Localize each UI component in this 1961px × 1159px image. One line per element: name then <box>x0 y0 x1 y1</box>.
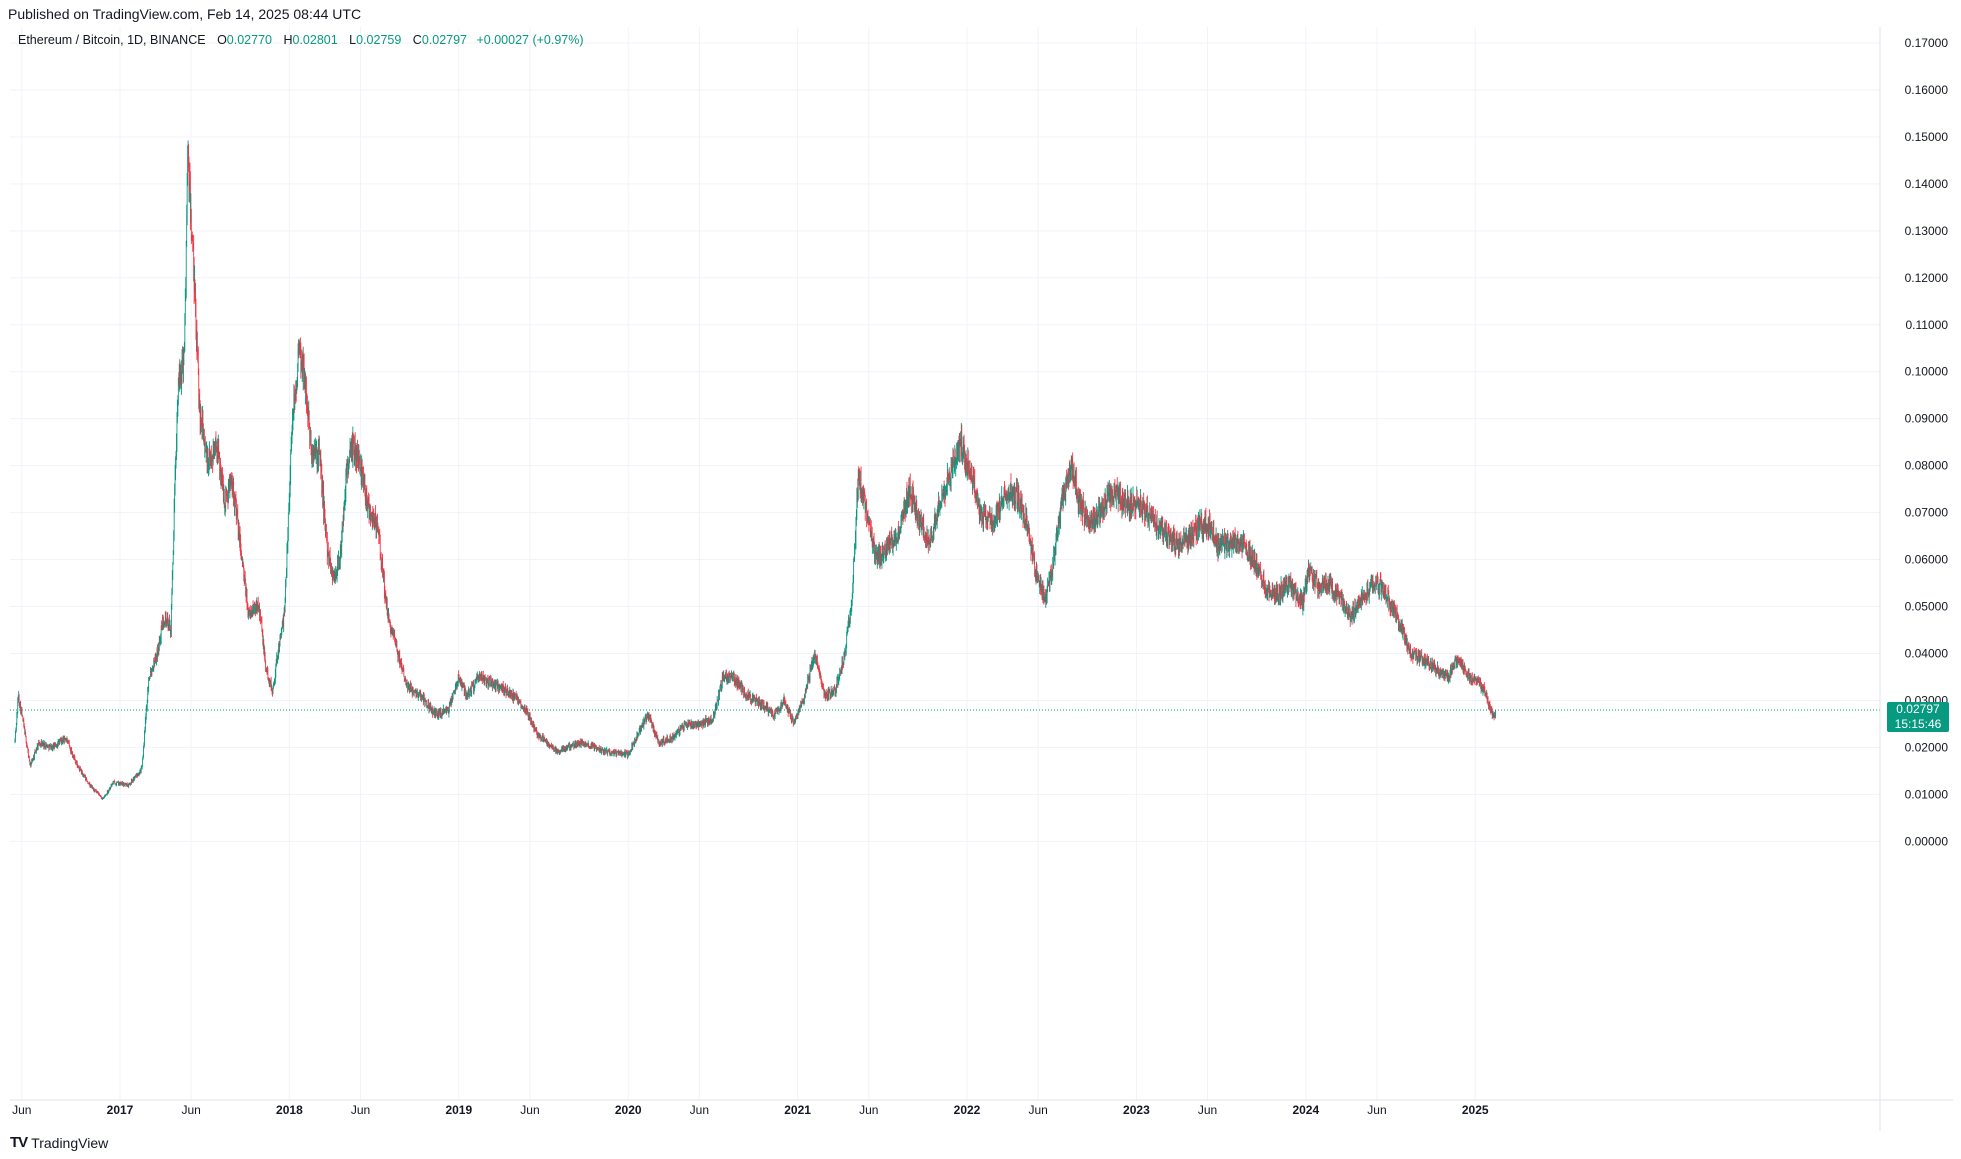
last-price-badge: 0.02797 15:15:46 <box>1887 701 1949 732</box>
close-label: C <box>412 33 422 47</box>
x-tick-label: Jun <box>12 1103 31 1117</box>
x-tick-label: 2022 <box>954 1103 981 1117</box>
y-tick-label: 0.07000 <box>1905 506 1949 520</box>
open-label: O <box>217 33 227 47</box>
y-tick-label: 0.08000 <box>1905 459 1949 473</box>
time-axis: Jun 2017 Jun 2018 Jun 2019 Jun 2020 Jun 2021 Jun 20… <box>12 1103 1489 1117</box>
open-value: 0.02770 <box>226 33 272 47</box>
y-tick-label: 0.05000 <box>1905 600 1949 614</box>
y-tick-label: 0.15000 <box>1905 130 1949 144</box>
symbol-name[interactable]: Ethereum / Bitcoin, 1D, BINANCE <box>18 33 206 47</box>
x-tick-label: Jun <box>690 1103 709 1117</box>
y-tick-label: 0.14000 <box>1905 177 1949 191</box>
last-price-value: 0.02797 <box>1896 701 1940 716</box>
y-tick-label: 0.16000 <box>1905 83 1949 97</box>
x-tick-label: Jun <box>351 1103 370 1117</box>
x-tick-label: 2021 <box>784 1103 811 1117</box>
y-tick-label: 0.06000 <box>1905 553 1949 567</box>
y-tick-label: 0.09000 <box>1905 412 1949 426</box>
x-tick-label: Jun <box>1367 1103 1386 1117</box>
tradingview-logo[interactable]: TV TradingView <box>10 1134 108 1151</box>
tradingview-logo-text: TradingView <box>31 1134 109 1151</box>
high-value: 0.02801 <box>292 33 338 47</box>
x-tick-label: Jun <box>520 1103 539 1117</box>
candlestick-series <box>14 140 1496 800</box>
x-tick-label: 2020 <box>615 1103 642 1117</box>
x-tick-label: 2023 <box>1123 1103 1150 1117</box>
change-value: +0.00027 (+0.97%) <box>476 33 584 47</box>
y-tick-label: 0.01000 <box>1905 787 1949 801</box>
y-tick-label: 0.17000 <box>1905 36 1949 50</box>
chart-grid <box>10 27 1880 1100</box>
published-caption: Published on TradingView.com, Feb 14, 20… <box>8 6 362 22</box>
symbol-legend: Ethereum / Bitcoin, 1D, BINANCE O0.02770… <box>18 33 584 47</box>
y-tick-label: 0.04000 <box>1905 646 1949 660</box>
bar-countdown: 15:15:46 <box>1894 716 1942 731</box>
y-tick-label: 0.12000 <box>1905 271 1949 285</box>
tradingview-logo-icon: TV <box>10 1134 28 1151</box>
low-value: 0.02759 <box>356 33 402 47</box>
x-tick-label: Jun <box>181 1103 200 1117</box>
x-tick-label: 2017 <box>107 1103 134 1117</box>
y-tick-label: 0.00000 <box>1905 834 1949 848</box>
low-label: L <box>349 33 357 47</box>
y-tick-label: 0.13000 <box>1905 224 1949 238</box>
y-tick-label: 0.11000 <box>1906 318 1949 332</box>
close-value: 0.02797 <box>421 33 468 47</box>
y-tick-label: 0.02000 <box>1905 740 1949 754</box>
x-tick-label: Jun <box>859 1103 878 1117</box>
x-tick-label: Jun <box>1028 1103 1047 1117</box>
high-label: H <box>283 33 293 47</box>
x-tick-label: Jun <box>1198 1103 1217 1117</box>
x-tick-label: 2018 <box>276 1103 303 1117</box>
y-tick-label: 0.10000 <box>1905 365 1949 379</box>
x-tick-label: 2019 <box>445 1103 472 1117</box>
x-tick-label: 2025 <box>1462 1103 1489 1117</box>
x-tick-label: 2024 <box>1292 1103 1319 1117</box>
